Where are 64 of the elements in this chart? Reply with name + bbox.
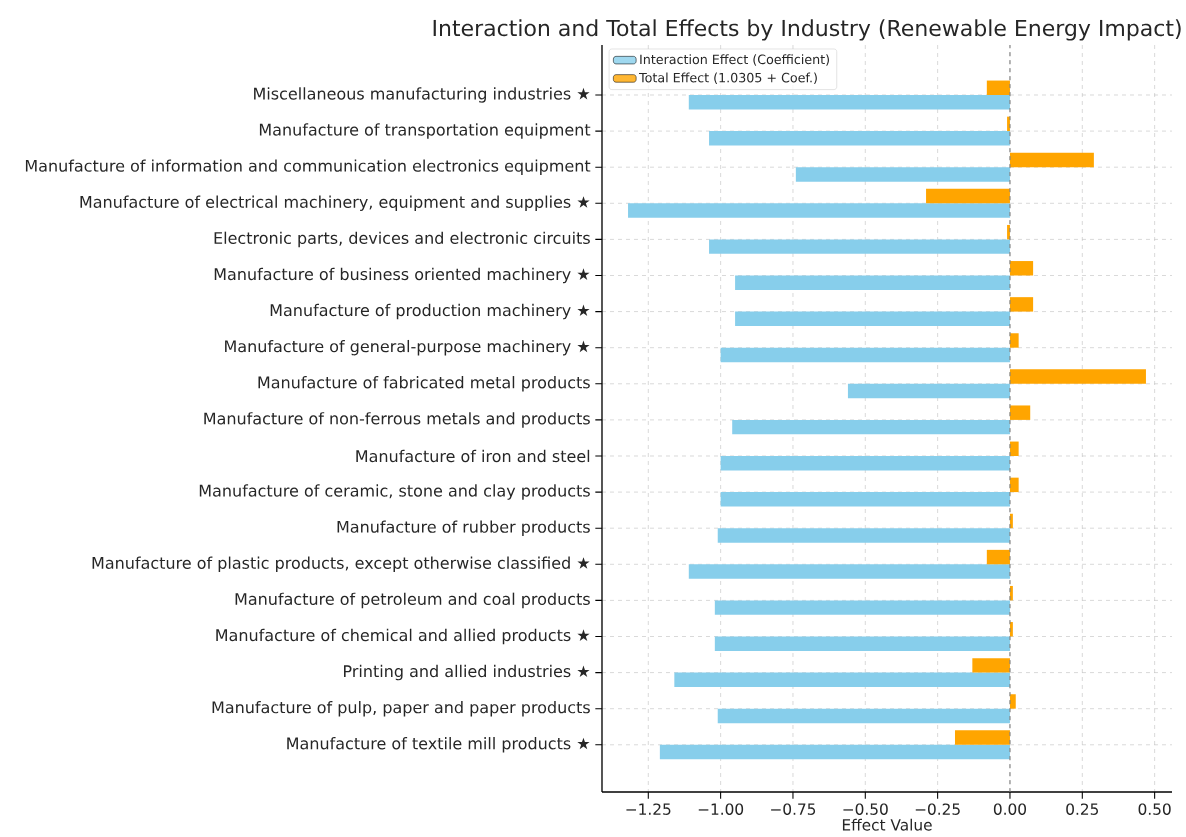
legend-label: Total Effect (1.0305 + Coef.) xyxy=(639,72,817,84)
bar xyxy=(986,80,1010,95)
y-tick-label: Manufacture of business oriented machinery ★ xyxy=(214,267,590,284)
bar xyxy=(717,528,1010,543)
bar xyxy=(714,636,1010,651)
bar xyxy=(709,239,1010,254)
bar xyxy=(717,708,1010,724)
bar xyxy=(1009,369,1146,384)
x-tick-label: −1.00 xyxy=(698,803,744,815)
x-tick-label: 0.00 xyxy=(993,803,1027,815)
bar xyxy=(720,492,1010,507)
bar xyxy=(720,456,1010,471)
bar xyxy=(709,131,1010,146)
bar xyxy=(847,383,1010,399)
x-tick-label: −0.50 xyxy=(843,803,888,815)
bar xyxy=(688,564,1010,579)
y-tick-label: Manufacture of production machinery ★ xyxy=(270,303,590,320)
bar xyxy=(1009,297,1034,312)
bar xyxy=(795,167,1010,182)
x-tick-label: −1.25 xyxy=(626,803,671,815)
bar xyxy=(714,600,1010,615)
y-tick-label: Manufacture of petroleum and coal products xyxy=(235,592,590,609)
bar xyxy=(1009,333,1019,348)
bar xyxy=(1009,477,1019,493)
y-tick-label: Manufacture of fabricated metal products xyxy=(258,376,590,392)
bar xyxy=(926,188,1010,204)
x-tick-label: 0.25 xyxy=(1066,803,1099,815)
bar xyxy=(1009,441,1019,456)
bar xyxy=(735,311,1010,327)
y-tick-label: Manufacture of electrical machinery, equipment and supplies ★ xyxy=(80,195,590,212)
y-tick-label: Manufacture of iron and steel xyxy=(356,449,590,463)
y-tick-label: Manufacture of non-ferrous metals and products xyxy=(204,412,590,428)
bar xyxy=(986,549,1010,565)
bar xyxy=(972,658,1010,673)
bar xyxy=(1009,152,1094,168)
y-tick-label: Manufacture of information and communication electronics equipment xyxy=(25,159,591,175)
bar xyxy=(720,347,1010,363)
bar xyxy=(628,203,1010,218)
x-axis-title: Effect Value xyxy=(842,818,932,831)
legend-label: Interaction Effect (Coefficient) xyxy=(640,54,829,66)
x-tick-label: −0.75 xyxy=(771,803,816,815)
bar xyxy=(1009,261,1034,276)
y-tick-label: Manufacture of plastic products, except otherwise classified ★ xyxy=(92,556,590,573)
bar xyxy=(1009,694,1016,709)
x-tick-label: −0.25 xyxy=(915,803,960,815)
bar xyxy=(732,419,1010,435)
y-tick-label: Miscellaneous manufacturing industries ★ xyxy=(254,87,590,103)
bar xyxy=(674,672,1010,688)
y-tick-label: Manufacture of textile mill products ★ xyxy=(287,737,590,753)
y-tick-label: Manufacture of ceramic, stone and clay products xyxy=(199,484,590,500)
y-tick-label: Manufacture of rubber products xyxy=(337,520,590,536)
chart-title: Interaction and Total Effects by Industry (Renewable Energy Impact) xyxy=(433,19,1181,41)
y-tick-label: Electronic parts, devices and electronic circuits xyxy=(214,231,590,248)
bar xyxy=(688,94,1010,110)
y-tick-label: Manufacture of pulp, paper and paper products xyxy=(212,700,590,717)
y-tick-label: Printing and allied industries ★ xyxy=(344,664,590,681)
y-tick-label: Manufacture of transportation equipment xyxy=(259,123,591,139)
bar xyxy=(1009,405,1031,420)
bar xyxy=(954,730,1010,745)
y-tick-label: Manufacture of chemical and allied products ★ xyxy=(216,628,590,645)
bar xyxy=(659,744,1010,760)
x-tick-label: 0.50 xyxy=(1138,803,1171,815)
bar xyxy=(735,275,1010,290)
y-tick-label: Manufacture of general-purpose machinery ★ xyxy=(225,339,590,356)
